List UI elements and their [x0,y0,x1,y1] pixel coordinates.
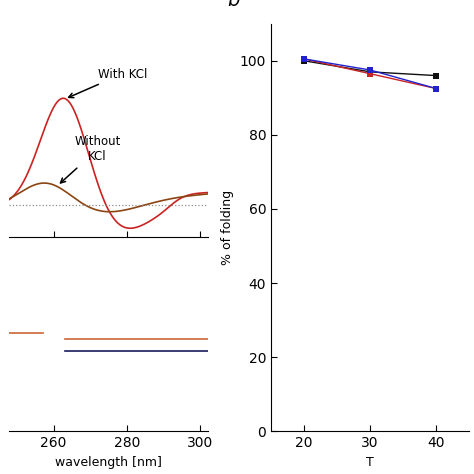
Y-axis label: % of folding: % of folding [221,190,234,265]
X-axis label: T: T [366,456,374,469]
X-axis label: wavelength [nm]: wavelength [nm] [55,456,162,469]
Text: b: b [228,0,240,10]
Text: Without
KCl: Without KCl [61,136,121,183]
Text: With KCl: With KCl [69,67,147,98]
